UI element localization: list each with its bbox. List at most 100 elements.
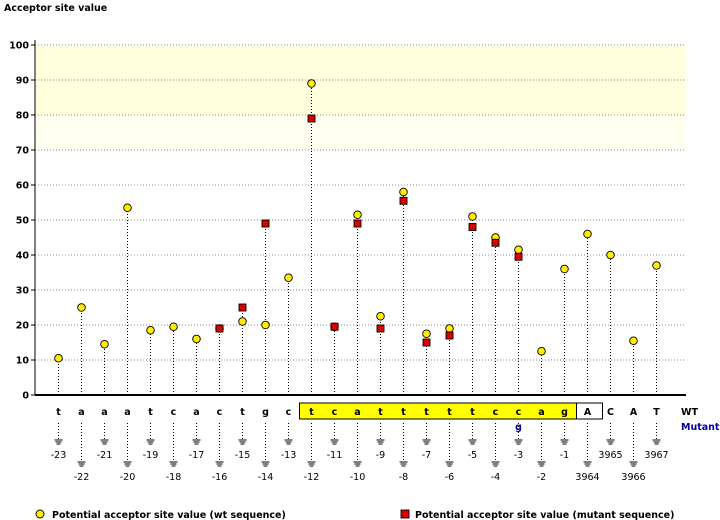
position-label: -16 <box>212 472 228 483</box>
base-label: t <box>401 407 406 418</box>
wt-marker <box>629 336 638 346</box>
position-label: -4 <box>491 472 500 483</box>
base-label: c <box>493 407 499 418</box>
y-tick-label: 100 <box>9 41 29 52</box>
position-label: -23 <box>51 450 67 461</box>
wt-marker <box>307 79 316 88</box>
base-label: t <box>148 407 153 418</box>
base-label: t <box>470 407 475 418</box>
data-markers <box>54 79 661 363</box>
base-label: a <box>124 407 130 418</box>
y-tick-label: 80 <box>16 111 30 122</box>
position-label: -17 <box>189 450 205 461</box>
y-tick-label: 50 <box>16 216 30 227</box>
position-label: -21 <box>97 450 113 461</box>
y-tick-label: 60 <box>16 181 30 192</box>
base-label: a <box>538 407 544 418</box>
wt-marker <box>238 317 247 326</box>
y-tick-label: 90 <box>16 76 30 87</box>
mutant-marker <box>422 338 431 347</box>
position-label: -11 <box>327 450 343 461</box>
base-label: c <box>217 407 223 418</box>
base-label: t <box>240 407 245 418</box>
wt-row-label: WT <box>681 407 698 418</box>
wt-marker <box>468 212 477 221</box>
y-tick-label: 30 <box>16 286 30 297</box>
wt-marker <box>606 250 615 260</box>
wt-marker <box>445 324 454 333</box>
base-label: c <box>171 407 177 418</box>
wt-marker <box>652 261 661 270</box>
base-label: C <box>607 407 614 418</box>
base-label: A <box>630 407 638 418</box>
wt-marker <box>284 273 293 283</box>
base-label: c <box>332 407 338 418</box>
mutant-marker <box>353 219 362 228</box>
y-axis: 0 10 20 30 40 50 60 70 80 90 100 <box>9 40 36 402</box>
position-label: -10 <box>350 472 366 483</box>
position-label: -5 <box>468 450 477 461</box>
mutant-row-label: Mutant <box>681 422 720 433</box>
y-tick-label: 40 <box>16 251 30 262</box>
base-label: c <box>286 407 292 418</box>
mutant-marker <box>399 196 408 205</box>
mutant-marker <box>514 252 523 261</box>
position-label: 3965 <box>598 450 622 461</box>
mutant-marker <box>491 238 500 247</box>
base-label: T <box>653 407 660 418</box>
position-label: -6 <box>445 472 454 483</box>
position-label: -12 <box>304 472 320 483</box>
position-label: -3 <box>514 450 523 461</box>
position-label: -9 <box>376 450 385 461</box>
base-label: c <box>516 407 522 418</box>
mutated-region-box <box>299 402 577 420</box>
position-label: -15 <box>235 450 251 461</box>
wt-marker <box>560 264 569 274</box>
legend-mutant-label: Potential acceptor site value (mutant se… <box>415 510 674 520</box>
band-high <box>35 45 686 115</box>
wt-marker <box>514 245 523 254</box>
y-tick-label: 70 <box>16 146 30 157</box>
legend-wt-label: Potential acceptor site value (wt sequen… <box>52 510 286 520</box>
position-label: -22 <box>74 472 90 483</box>
wt-marker <box>192 334 201 344</box>
position-ticks: -23-22-21-20-19-18-17-16-15-14-13-12-11-… <box>51 423 669 483</box>
stem-lines <box>58 83 657 395</box>
wt-marker <box>77 303 86 312</box>
base-label: t <box>56 407 61 418</box>
wt-marker <box>100 340 109 349</box>
y-tick-label: 10 <box>16 356 30 367</box>
wt-marker <box>537 347 546 356</box>
mutant-base-label: g <box>515 422 522 433</box>
y-tick-label: 0 <box>22 391 29 402</box>
base-label: a <box>193 407 199 418</box>
position-label: -18 <box>166 472 182 483</box>
wt-marker <box>353 210 362 219</box>
position-label: -2 <box>537 472 546 483</box>
position-label: -7 <box>422 450 431 461</box>
wt-marker <box>583 229 592 239</box>
mutant-marker <box>215 324 224 333</box>
base-label: a <box>101 407 107 418</box>
mutant-marker <box>238 303 247 312</box>
base-label: a <box>78 407 84 418</box>
position-label: -1 <box>560 450 569 461</box>
gridlines <box>35 44 686 361</box>
wt-marker <box>146 326 155 335</box>
position-label: 3964 <box>575 472 599 483</box>
mutant-marker <box>261 219 270 228</box>
wt-marker <box>123 203 132 212</box>
legend-mutant-marker <box>400 509 410 519</box>
wt-marker <box>169 322 178 332</box>
base-label: t <box>378 407 383 418</box>
wt-marker <box>422 329 431 339</box>
y-axis-title: Acceptor site value <box>4 3 107 14</box>
position-label: 3966 <box>621 472 645 483</box>
base-label: g <box>561 407 568 418</box>
position-label: -13 <box>281 450 297 461</box>
exon-region-box <box>576 402 603 420</box>
base-label: A <box>584 407 592 418</box>
base-label: t <box>424 407 429 418</box>
